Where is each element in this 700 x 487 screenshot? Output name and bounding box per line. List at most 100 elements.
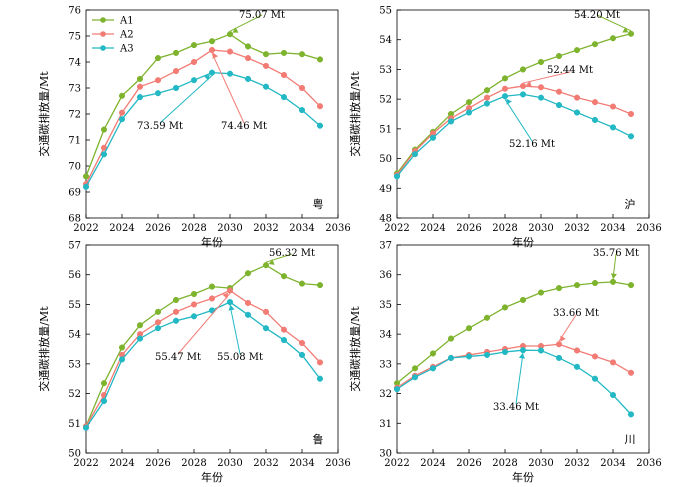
x-tick-label: 2028 — [492, 458, 517, 469]
annotation-arrowhead-A2 — [212, 52, 219, 59]
data-point-A1 — [82, 173, 90, 180]
data-point-A2 — [591, 99, 599, 106]
y-tick-label: 52 — [68, 389, 81, 400]
data-point-A3 — [190, 77, 198, 84]
x-tick-label: 2022 — [73, 458, 98, 469]
data-point-A2 — [483, 94, 491, 101]
data-point-A1 — [573, 282, 581, 289]
annotation-leader-A3 — [504, 98, 533, 142]
data-point-A1 — [226, 31, 234, 38]
annotation-leader-A2 — [522, 71, 571, 84]
data-point-A1 — [429, 350, 437, 357]
data-point-A3 — [519, 347, 527, 354]
data-point-A3 — [118, 356, 126, 363]
data-point-A2 — [316, 359, 324, 366]
annotation-arrowhead-A3 — [228, 304, 235, 311]
data-point-A3 — [262, 325, 270, 332]
x-tick-label: 2024 — [109, 223, 134, 234]
annotation-arrowhead-A2 — [222, 292, 229, 299]
annotation-arrowhead-A1 — [232, 27, 239, 33]
data-point-A2 — [154, 319, 162, 326]
data-point-A3 — [393, 173, 401, 180]
annotation-label-A2: 33.66 Mt — [553, 308, 599, 319]
x-axis-label: 年份 — [512, 235, 534, 249]
annotation-label-A3: 55.08 Mt — [217, 352, 263, 363]
y-tick-label: 31 — [379, 419, 392, 430]
legend-label-A1: A1 — [119, 16, 134, 27]
y-tick-label: 54 — [379, 35, 392, 46]
data-point-A3 — [208, 69, 216, 76]
x-tick-label: 2032 — [564, 458, 589, 469]
data-point-A2 — [172, 68, 180, 75]
data-point-A3 — [591, 375, 599, 382]
data-point-A3 — [316, 122, 324, 129]
legend-marker-A3 — [100, 45, 106, 51]
data-point-A3 — [465, 109, 473, 116]
data-point-A3 — [280, 94, 288, 101]
data-point-A3 — [244, 311, 252, 318]
data-point-A1 — [519, 66, 527, 73]
data-point-A2 — [226, 287, 234, 294]
data-point-A3 — [609, 392, 617, 399]
x-tick-label: 2030 — [528, 458, 553, 469]
x-tick-label: 2034 — [600, 458, 625, 469]
x-tick-label: 2030 — [528, 223, 553, 234]
y-tick-label: 72 — [68, 110, 81, 121]
data-point-A2 — [262, 308, 270, 315]
x-tick-label: 2024 — [420, 223, 445, 234]
y-tick-label: 55 — [379, 6, 392, 17]
data-point-A1 — [483, 314, 491, 321]
data-point-A3 — [244, 75, 252, 82]
x-axis-label: 年份 — [201, 470, 223, 484]
data-point-A3 — [429, 134, 437, 141]
chart-panel-沪: 2022 2024 2026 2028 2030 2032 2034 2036 48 49 50 51… — [348, 6, 662, 250]
data-point-A1 — [465, 325, 473, 332]
y-tick-label: 48 — [379, 214, 392, 225]
x-tick-label: 2032 — [564, 223, 589, 234]
data-point-A3 — [172, 84, 180, 92]
series-line-A1 — [85, 264, 321, 427]
data-point-A1 — [537, 289, 545, 296]
data-point-A1 — [154, 55, 162, 62]
chart-panel-鲁: 2022 2024 2026 2028 2030 2032 2034 2036 50 51 52 53… — [37, 241, 351, 485]
data-point-A3 — [118, 116, 126, 123]
data-point-A3 — [411, 374, 419, 381]
data-point-A1 — [609, 35, 617, 42]
y-tick-label: 33 — [379, 359, 392, 370]
x-tick-label: 2032 — [253, 223, 278, 234]
data-point-A3 — [82, 183, 90, 190]
x-tick-label: 2024 — [420, 458, 445, 469]
data-point-A2 — [208, 295, 216, 302]
series-line-A1 — [396, 33, 632, 174]
data-point-A1 — [411, 365, 419, 372]
data-point-A2 — [555, 88, 563, 95]
data-point-A2 — [208, 46, 216, 54]
annotation-arrowhead-A3 — [506, 98, 512, 105]
data-point-A2 — [316, 103, 324, 110]
data-point-A3 — [154, 90, 162, 97]
x-tick-label: 2032 — [253, 458, 278, 469]
data-point-A1 — [118, 92, 126, 99]
y-tick-label: 74 — [68, 58, 81, 69]
annotation-leader-A3 — [229, 304, 241, 355]
data-point-A2 — [501, 85, 509, 92]
data-point-A1 — [627, 30, 635, 37]
data-point-A3 — [316, 375, 324, 382]
data-point-A3 — [627, 133, 635, 140]
annotation-arrowhead-A3 — [518, 353, 526, 359]
data-point-A1 — [591, 279, 599, 287]
data-point-A3 — [573, 363, 581, 370]
data-point-A3 — [627, 411, 635, 418]
annotation-leader-A3 — [515, 353, 524, 405]
data-point-A1 — [501, 304, 509, 311]
y-tick-label: 50 — [379, 154, 392, 165]
data-point-A1 — [136, 322, 144, 329]
data-point-A1 — [244, 270, 252, 277]
data-point-A3 — [298, 351, 306, 358]
annotation-label-A1: 54.20 Mt — [574, 10, 620, 21]
x-tick-label: 2024 — [109, 458, 134, 469]
y-tick-label: 55 — [68, 300, 81, 311]
data-point-A1 — [316, 56, 324, 63]
annotation-label-A3: 73.59 Mt — [137, 121, 183, 132]
x-tick-label: 2026 — [145, 458, 170, 469]
